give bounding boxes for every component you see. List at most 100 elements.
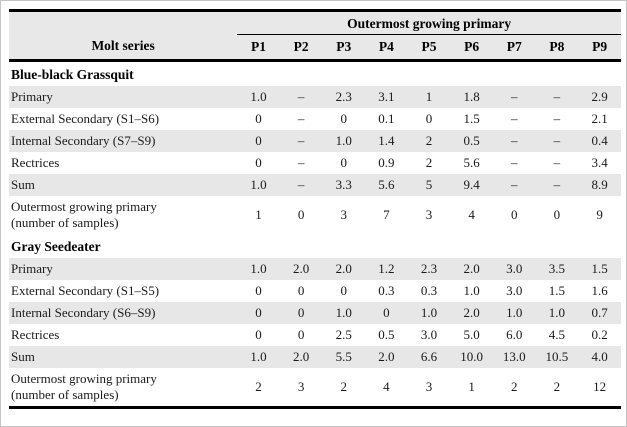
cell-value: 2.3 [335, 89, 352, 104]
data-row: External Secondary (S1–S6) 0 – 0 0.1 0 1.5 – – 2.… [9, 108, 621, 130]
row-label: Primary [9, 86, 237, 108]
row-label-line: External Secondary (S1–S5) [11, 283, 160, 298]
cell-value: 0 [340, 111, 348, 126]
cell-value: 0.4 [591, 133, 608, 148]
cell-value: 1.5 [591, 261, 608, 276]
cell-value: 2.5 [335, 327, 352, 342]
row-label-line: Internal Secondary (S6–S9) [11, 305, 156, 320]
row-label: External Secondary (S1–S5) [9, 280, 237, 302]
cell-value: 2.0 [463, 305, 480, 320]
cell-value: – [511, 133, 518, 148]
cell-value: 5 [425, 177, 433, 192]
molt-series-header: Molt series [9, 10, 238, 62]
cell-value: 2 [511, 379, 518, 394]
cell-value: – [297, 133, 305, 148]
cell-value: 3.0 [506, 261, 523, 276]
cell-value: 3.1 [378, 89, 395, 104]
cell-value: 6.0 [506, 327, 523, 342]
cell-value: 13.0 [502, 349, 526, 364]
cell-value: 3.4 [591, 155, 608, 170]
cell-value: 2.0 [293, 349, 310, 364]
data-row: Rectrices 0 0 2.5 0.5 3.0 5.0 6.0 4.5 0.2 [9, 324, 621, 346]
cell-value: 0 [255, 283, 262, 298]
cell-value: – [297, 89, 305, 104]
cell-value: 0 [297, 283, 305, 298]
cell-value: 0.5 [463, 133, 480, 148]
cell-value: 2.0 [463, 261, 480, 276]
cell-value: 0 [383, 305, 390, 320]
cell-value: 2.9 [591, 89, 608, 104]
cell-value: 1.8 [463, 89, 480, 104]
cell-value: – [553, 177, 561, 192]
cell-value: 6.6 [420, 349, 438, 364]
cell-value: 3 [340, 207, 348, 222]
cell-value: 1.0 [250, 89, 267, 104]
cell-value: 2 [340, 379, 348, 394]
cell-value: 3 [297, 379, 305, 394]
cell-value: 2 [255, 379, 262, 394]
cell-value: 2.1 [591, 111, 608, 126]
cell-value: – [511, 155, 518, 170]
cell-value: – [511, 111, 518, 126]
section-header-row: Blue-black Grassquit [9, 60, 621, 86]
data-row: Internal Secondary (S7–S9) 0 – 1.0 1.4 2 0.5 – –… [9, 130, 621, 152]
data-row: Sum 1.0 2.0 5.5 2.0 6.6 10.0 13.0 10.5 4.0 [9, 346, 621, 368]
row-label-line: Sum [11, 349, 35, 364]
cell-value: – [297, 111, 305, 126]
data-row: Outermost growing primary (number of samp… [9, 196, 621, 234]
section-name: Blue-black Grassquit [9, 60, 621, 86]
row-label-line: Outermost growing primary [11, 371, 157, 386]
cell-value: 1 [255, 207, 262, 222]
header-row-top: Molt series Outermost growing primary [9, 10, 621, 62]
cell-value: 0.1 [378, 111, 395, 126]
cell-value: 0.7 [591, 305, 608, 320]
row-label: Outermost growing primary (number of samp… [9, 196, 237, 234]
cell-value: 0 [255, 327, 262, 342]
column-header-p4: P4 [365, 34, 408, 62]
cell-value: 4.0 [591, 349, 608, 364]
row-label: Internal Secondary (S7–S9) [9, 130, 237, 152]
row-label-line: (number of samples) [11, 215, 119, 230]
cell-value: 1.0 [250, 261, 267, 276]
cell-value: 1.0 [335, 133, 352, 148]
cell-value: 4 [383, 379, 390, 394]
cell-value: 5.0 [463, 327, 480, 342]
cell-value: 5.6 [463, 155, 480, 170]
row-label-line: Sum [11, 177, 35, 192]
table-body: Blue-black Grassquit Primary 1.0 – 2.3 3.1 1 1.… [9, 60, 621, 408]
cell-value: 2 [425, 155, 433, 170]
row-label: Internal Secondary (S6–S9) [9, 302, 237, 324]
column-header-p7: P7 [492, 34, 536, 62]
column-header-row: P1 P2 P3 P4 P5 P6 P7 P8 P9 [9, 34, 621, 62]
row-label: Outermost growing primary (number of samp… [9, 368, 237, 408]
cell-value: 1 [468, 379, 475, 394]
cell-value: 0.2 [591, 327, 608, 342]
group-header-outermost-growing-primary: Outermost growing primary [237, 10, 621, 35]
cell-value: 3 [425, 207, 433, 222]
cell-value: 0 [553, 207, 561, 222]
cell-value: 0.3 [378, 283, 395, 298]
section-name: Gray Seedeater [9, 234, 621, 258]
cell-value: 0.5 [378, 327, 395, 342]
row-label-line: (number of samples) [11, 387, 119, 402]
row-label: External Secondary (S1–S6) [9, 108, 237, 130]
cell-value: 5.5 [335, 349, 352, 364]
cell-value: 0 [297, 207, 305, 222]
cell-value: 4.5 [548, 327, 566, 342]
cell-value: – [553, 133, 561, 148]
cell-value: 3 [425, 379, 433, 394]
cell-value: 3.0 [506, 283, 523, 298]
cell-value: 1.6 [591, 283, 608, 298]
cell-value: 0 [340, 155, 348, 170]
cell-value: 1.0 [463, 283, 480, 298]
cell-value: 8.9 [591, 177, 608, 192]
column-header-p9: P9 [578, 34, 621, 62]
cell-value: 10.5 [545, 349, 569, 364]
row-label-line: Rectrices [11, 155, 60, 170]
cell-value: 2.0 [378, 349, 395, 364]
column-header-p6: P6 [450, 34, 493, 62]
cell-value: 0 [340, 283, 348, 298]
cell-value: 1.0 [250, 349, 267, 364]
column-header-p1: P1 [237, 34, 280, 62]
